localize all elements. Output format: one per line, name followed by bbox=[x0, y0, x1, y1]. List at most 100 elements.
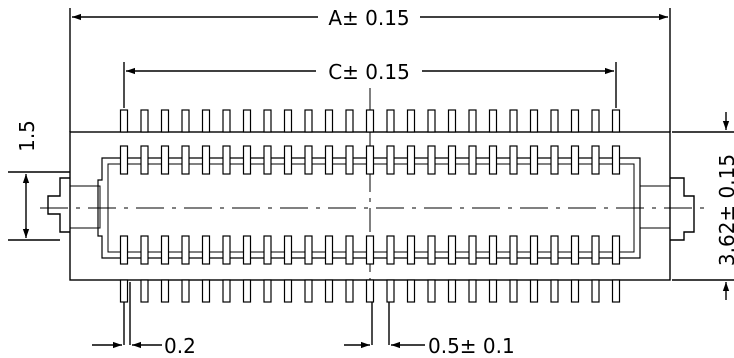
pin-bottom-inner bbox=[345, 235, 354, 265]
top-outer-pins bbox=[119, 109, 621, 133]
bottom-outer-pins bbox=[119, 279, 621, 303]
pin-bottom-outer bbox=[386, 279, 395, 303]
pin-pitch-label: 0.5± 0.1 bbox=[428, 334, 515, 358]
pin-top-outer bbox=[509, 109, 518, 133]
pin-bottom-outer bbox=[365, 279, 375, 303]
pin-top-inner bbox=[304, 145, 313, 175]
pin-bottom-inner bbox=[488, 235, 498, 265]
pin-top-outer bbox=[611, 109, 621, 133]
pin-top-inner bbox=[345, 145, 354, 175]
pin-top-outer bbox=[365, 109, 375, 133]
pin-top-outer bbox=[263, 109, 272, 133]
pin-top-inner bbox=[324, 145, 334, 175]
pin-bottom-inner bbox=[570, 235, 580, 265]
pin-bottom-inner bbox=[181, 235, 190, 265]
pin-top-inner bbox=[283, 145, 293, 175]
pin-bottom-outer bbox=[304, 279, 313, 303]
pin-top-outer bbox=[529, 109, 539, 133]
pin-top-outer bbox=[181, 109, 190, 133]
pin-top-inner bbox=[365, 145, 375, 175]
pin-top-outer bbox=[570, 109, 580, 133]
pin-bottom-outer bbox=[488, 279, 498, 303]
pin-top-inner bbox=[160, 145, 170, 175]
pin-top-inner bbox=[468, 145, 477, 175]
pin-top-outer bbox=[222, 109, 231, 133]
pin-bottom-outer bbox=[591, 279, 600, 303]
pin-bottom-inner bbox=[119, 235, 129, 265]
pin-bottom-inner bbox=[201, 235, 211, 265]
pin-top-outer bbox=[550, 109, 559, 133]
pin-bottom-inner bbox=[447, 235, 457, 265]
pin-top-outer bbox=[447, 109, 457, 133]
pin-bottom-inner bbox=[324, 235, 334, 265]
pin-bottom-outer bbox=[345, 279, 354, 303]
pin-bottom-inner bbox=[427, 235, 436, 265]
pin-top-outer bbox=[242, 109, 252, 133]
pin-top-inner bbox=[427, 145, 436, 175]
pin-top-inner bbox=[611, 145, 621, 175]
pin-bottom-inner bbox=[386, 235, 395, 265]
pin-top-inner bbox=[181, 145, 190, 175]
pin-top-outer bbox=[468, 109, 477, 133]
pin-bottom-outer bbox=[222, 279, 231, 303]
pin-bottom-outer bbox=[201, 279, 211, 303]
pin-bottom-outer bbox=[468, 279, 477, 303]
pin-bottom-inner bbox=[468, 235, 477, 265]
bottom-inner-pins bbox=[119, 235, 621, 265]
pin-top-inner bbox=[386, 145, 395, 175]
pin-bottom-outer bbox=[140, 279, 149, 303]
pin-top-outer bbox=[304, 109, 313, 133]
pin-top-outer bbox=[427, 109, 436, 133]
pin-top-outer bbox=[345, 109, 354, 133]
pin-bottom-inner bbox=[365, 235, 375, 265]
pin-bottom-outer bbox=[263, 279, 272, 303]
pin-top-inner bbox=[201, 145, 211, 175]
pin-bottom-outer bbox=[550, 279, 559, 303]
pin-bottom-outer bbox=[570, 279, 580, 303]
left-latch bbox=[47, 177, 70, 233]
pin-top-inner bbox=[570, 145, 580, 175]
pin-top-inner bbox=[140, 145, 149, 175]
pin-bottom-inner bbox=[406, 235, 416, 265]
height-offset-label: 1.5 bbox=[15, 120, 39, 152]
pin-width-label: 0.2 bbox=[164, 334, 196, 358]
pin-bottom-outer bbox=[447, 279, 457, 303]
pin-bottom-inner bbox=[550, 235, 559, 265]
pin-bottom-outer bbox=[427, 279, 436, 303]
pin-bottom-inner bbox=[222, 235, 231, 265]
pin-top-outer bbox=[160, 109, 170, 133]
pin-top-outer bbox=[591, 109, 600, 133]
pin-bottom-inner bbox=[611, 235, 621, 265]
pin-top-outer bbox=[488, 109, 498, 133]
pin-bottom-inner bbox=[591, 235, 600, 265]
pin-bottom-outer bbox=[160, 279, 170, 303]
pin-bottom-inner bbox=[140, 235, 149, 265]
pin-top-outer bbox=[140, 109, 149, 133]
pin-top-inner bbox=[488, 145, 498, 175]
pin-bottom-outer bbox=[406, 279, 416, 303]
pin-top-outer bbox=[386, 109, 395, 133]
overall-length-label: A± 0.15 bbox=[328, 6, 409, 30]
pin-top-inner bbox=[529, 145, 539, 175]
pin-top-inner bbox=[406, 145, 416, 175]
pin-bottom-outer bbox=[242, 279, 252, 303]
pin-bottom-inner bbox=[529, 235, 539, 265]
pin-top-inner bbox=[550, 145, 559, 175]
right-latch bbox=[670, 177, 695, 241]
pin-top-inner bbox=[222, 145, 231, 175]
pin-top-outer bbox=[406, 109, 416, 133]
pin-top-inner bbox=[591, 145, 600, 175]
pin-bottom-outer bbox=[119, 279, 129, 303]
pin-bottom-inner bbox=[263, 235, 272, 265]
pin-top-outer bbox=[119, 109, 129, 133]
pin-bottom-outer bbox=[283, 279, 293, 303]
pin-bottom-inner bbox=[304, 235, 313, 265]
pin-top-inner bbox=[119, 145, 129, 175]
pin-bottom-inner bbox=[283, 235, 293, 265]
pin-top-inner bbox=[242, 145, 252, 175]
pin-top-outer bbox=[201, 109, 211, 133]
pin-top-inner bbox=[263, 145, 272, 175]
pin-top-outer bbox=[324, 109, 334, 133]
pin-bottom-outer bbox=[509, 279, 518, 303]
